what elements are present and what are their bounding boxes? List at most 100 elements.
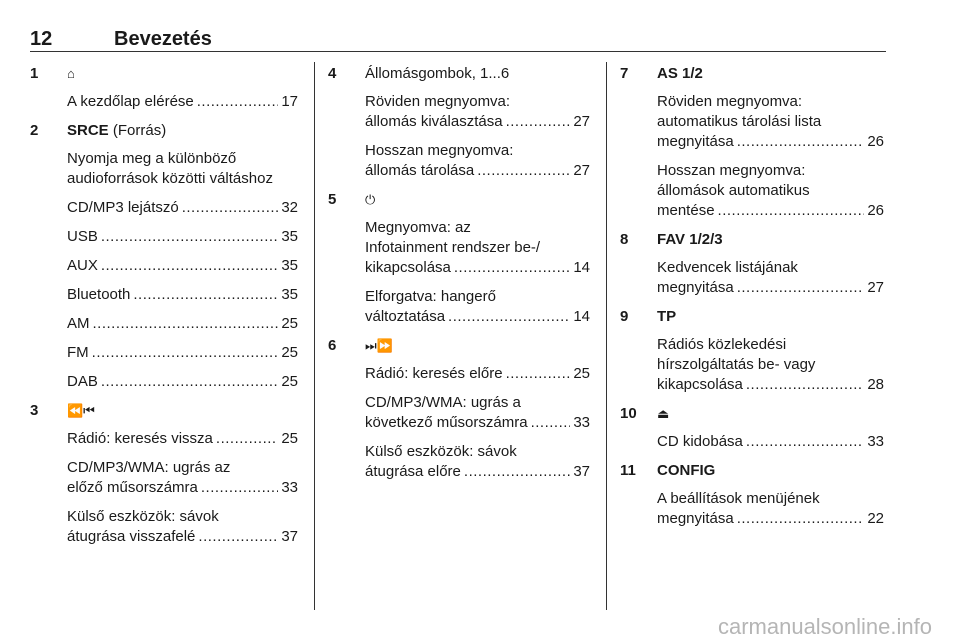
power-icon: ⏻ xyxy=(365,192,376,207)
description-line: Kedvencek listájának xyxy=(657,259,798,276)
reference-text: átugrása visszafelé xyxy=(67,528,196,545)
description: AUX 35 xyxy=(67,256,298,276)
item-number: 4 xyxy=(328,65,337,82)
reference-page: 27 xyxy=(573,113,590,130)
item-number: 1 xyxy=(30,65,39,82)
description: Bluetooth 35 xyxy=(67,285,298,305)
item-heading: 7 AS 1/2 xyxy=(620,64,884,84)
description-line: Megnyomva: az xyxy=(365,219,471,236)
description: Röviden megnyomva: automatikus tárolási l… xyxy=(657,92,884,152)
reference-page: 32 xyxy=(281,199,298,216)
reference-text: kikapcsolása xyxy=(657,376,743,393)
description-line: Infotainment rendszer be-/ xyxy=(365,239,541,256)
description: Nyomja meg a különböző audioforrások közö… xyxy=(67,149,298,189)
description: Külső eszközök: sávok átugrása visszafelé… xyxy=(67,507,298,547)
item-label: TP xyxy=(657,307,676,327)
item-label: ⏏ xyxy=(657,404,669,424)
page-reference: CD kidobása 33 xyxy=(657,432,884,452)
page-reference: USB 35 xyxy=(67,227,298,247)
item-heading: 1 ⌂ xyxy=(30,64,298,84)
reference-text: CD/MP3 lejátszó xyxy=(67,199,179,216)
reference-text: A kezdőlap elérése xyxy=(67,93,194,110)
reference-text: állomás tárolása xyxy=(365,162,475,179)
reference-page: 25 xyxy=(281,344,298,361)
reference-page: 27 xyxy=(867,279,884,296)
reference-page: 14 xyxy=(573,308,590,325)
description-line: Röviden megnyomva: xyxy=(657,93,803,110)
item-heading: 9 TP xyxy=(620,307,884,327)
description: CD kidobása 33 xyxy=(657,432,884,452)
description-line: automatikus tárolási lista xyxy=(657,113,822,130)
item-number: 10 xyxy=(620,405,637,422)
description: CD/MP3/WMA: ugrás a következő műsorszámra… xyxy=(365,393,590,433)
dot-leader xyxy=(746,375,864,395)
item-number: 8 xyxy=(620,231,629,248)
reference-text: megnyitása xyxy=(657,279,734,296)
seek-forward-icon: ⏭⏩ xyxy=(365,338,393,353)
item-heading: 8 FAV 1/2/3 xyxy=(620,230,884,250)
dot-leader xyxy=(133,285,278,305)
description-line: audioforrások közötti váltáshoz xyxy=(67,170,273,187)
page-reference: CD/MP3 lejátszó 32 xyxy=(67,198,298,218)
item-label: AS 1/2 xyxy=(657,64,703,84)
description: A beállítások menüjének megnyitása 22 xyxy=(657,489,884,529)
item-heading: 2 SRCE (Forrás) xyxy=(30,121,298,141)
description: Hosszan megnyomva: állomás tárolása 27 xyxy=(365,141,590,181)
page-reference: FM 25 xyxy=(67,343,298,363)
description: CD/MP3 lejátszó 32 xyxy=(67,198,298,218)
page-number: 12 xyxy=(30,28,53,50)
reference-page: 26 xyxy=(867,133,884,150)
dot-leader xyxy=(93,314,279,334)
item-number: 2 xyxy=(30,122,39,139)
description: Elforgatva: hangerő változtatása 14 xyxy=(365,287,590,327)
page-title: Bevezetés xyxy=(114,28,212,50)
description-line: állomások automatikus xyxy=(657,182,810,199)
reference-page: 37 xyxy=(281,528,298,545)
page-reference: előző műsorszámra 33 xyxy=(67,478,298,498)
item-heading: 10 ⏏ xyxy=(620,404,884,424)
page-reference: kikapcsolása 28 xyxy=(657,375,884,395)
description-line: CD/MP3/WMA: ugrás a xyxy=(365,394,521,411)
dot-leader xyxy=(454,258,570,278)
reference-page: 33 xyxy=(281,479,298,496)
column-2: 4 Állomásgombok, 1...6 Röviden megnyomva: á… xyxy=(328,64,590,491)
reference-text: DAB xyxy=(67,373,98,390)
reference-page: 28 xyxy=(867,376,884,393)
reference-text: előző műsorszámra xyxy=(67,479,198,496)
dot-leader xyxy=(746,432,864,452)
item-label: Állomásgombok, 1...6 xyxy=(365,64,509,84)
reference-text: Rádió: keresés vissza xyxy=(67,430,213,447)
dot-leader xyxy=(531,413,571,433)
reference-text: AM xyxy=(67,315,90,332)
dot-leader xyxy=(101,256,278,276)
column-1: 1⌂A kezdőlap elérése172SRCE (Forrás)Nyom… xyxy=(30,64,298,556)
dot-leader xyxy=(182,198,279,218)
seek-back-icon: ⏪⏮ xyxy=(67,403,95,418)
item-label: ⏻ xyxy=(365,190,375,210)
page-reference: változtatása 14 xyxy=(365,307,590,327)
description: A kezdőlap elérése 17 xyxy=(67,92,298,112)
page-reference: átugrása előre 37 xyxy=(365,462,590,482)
description-line: Röviden megnyomva: xyxy=(365,93,511,110)
description-line: CD/MP3/WMA: ugrás az xyxy=(67,459,231,476)
description: Külső eszközök: sávok átugrása előre 37 xyxy=(365,442,590,482)
reference-page: 27 xyxy=(573,162,590,179)
item-label-bold: AS 1/2 xyxy=(657,65,703,82)
item-label-bold: SRCE xyxy=(67,122,109,139)
dot-leader xyxy=(506,364,571,384)
page-reference: kikapcsolása 14 xyxy=(365,258,590,278)
reference-page: 37 xyxy=(573,463,590,480)
home-icon: ⌂ xyxy=(67,66,75,81)
reference-text: FM xyxy=(67,344,89,361)
item-label-bold: FAV 1/2/3 xyxy=(657,231,723,248)
reference-text: Bluetooth xyxy=(67,286,131,303)
item-label: FAV 1/2/3 xyxy=(657,230,723,250)
description-line: Nyomja meg a különböző xyxy=(67,150,237,167)
item-heading: 11 CONFIG xyxy=(620,461,884,481)
dot-leader xyxy=(92,343,279,363)
reference-text: kikapcsolása xyxy=(365,259,451,276)
page-reference: A kezdőlap elérése 17 xyxy=(67,92,298,112)
item-label: ⏪⏮ xyxy=(67,401,95,421)
item-heading: 3 ⏪⏮ xyxy=(30,401,298,421)
